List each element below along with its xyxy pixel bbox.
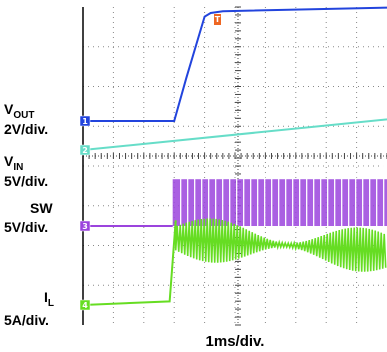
il-trace-ripple (174, 218, 387, 272)
scope-grid (82, 6, 387, 326)
channel-4-name: I (44, 289, 48, 305)
channel-marker-number: 1 (82, 117, 88, 126)
trigger-marker-label: T (215, 15, 221, 24)
channel-2-label: VIN 5V/div. (4, 153, 48, 189)
channel-marker-box (79, 220, 91, 232)
svg-text:VIN: VIN (4, 153, 23, 173)
channel-1-scale: 2V/div. (4, 121, 48, 137)
svg-text:VOUT: VOUT (4, 101, 34, 121)
channel-4-subscript: L (48, 298, 54, 309)
channel-2-scale: 5V/div. (4, 173, 48, 189)
channel-3-name: SW (30, 200, 53, 216)
channel-2-trace (82, 118, 387, 151)
il-trace-rise (82, 220, 177, 306)
trigger-marker-box (214, 14, 221, 25)
channel-2-subscript: IN (13, 162, 23, 173)
x-axis-label: 1ms/div. (206, 333, 265, 350)
channel-4-scale: 5A/div. (4, 312, 49, 328)
trigger-marker: T (214, 14, 221, 25)
channel-3-scale: 5V/div. (4, 219, 48, 235)
channel-4-marker: 4 (79, 299, 91, 311)
channel-marker-box (79, 144, 91, 156)
channel-marker-box (79, 115, 91, 127)
channel-marker-box (79, 299, 91, 311)
channel-4-label: IL 5A/div. (4, 289, 54, 328)
scope-traces (82, 6, 387, 306)
channel-1-subscript: OUT (13, 110, 34, 121)
channel-1-label: VOUT 2V/div. (4, 101, 48, 137)
channel-3-label: SW 5V/div. (4, 200, 53, 235)
svg-text:IL: IL (44, 289, 54, 309)
channel-marker-number: 4 (82, 301, 88, 310)
channel-2-name: V (4, 153, 14, 169)
channel-1-marker: 1 (79, 115, 91, 127)
channel-3-marker: 3 (79, 220, 91, 232)
channel-1-trace (83, 6, 387, 122)
channel-marker-number: 3 (82, 222, 88, 231)
channel-marker-number: 2 (82, 146, 88, 155)
channel-2-marker: 2 (79, 144, 91, 156)
channel-markers: 1 2 3 4 T (79, 14, 221, 311)
channel-1-name: V (4, 101, 14, 117)
